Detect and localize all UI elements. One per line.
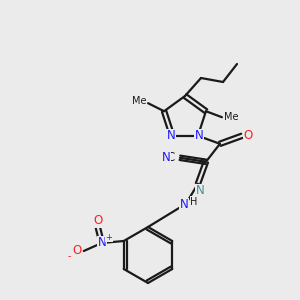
Text: N: N (180, 198, 188, 211)
Text: N: N (195, 129, 203, 142)
Text: C: C (167, 151, 175, 164)
Text: Me: Me (132, 96, 146, 106)
Text: N: N (162, 151, 170, 164)
Text: H: H (190, 197, 198, 207)
Text: N: N (167, 129, 176, 142)
Text: N: N (196, 184, 204, 197)
Text: Me: Me (224, 112, 238, 122)
Text: +: + (105, 232, 112, 242)
Text: N: N (98, 236, 106, 250)
Text: O: O (243, 129, 253, 142)
Text: -: - (68, 251, 71, 261)
Text: O: O (93, 214, 102, 227)
Text: O: O (72, 244, 81, 257)
